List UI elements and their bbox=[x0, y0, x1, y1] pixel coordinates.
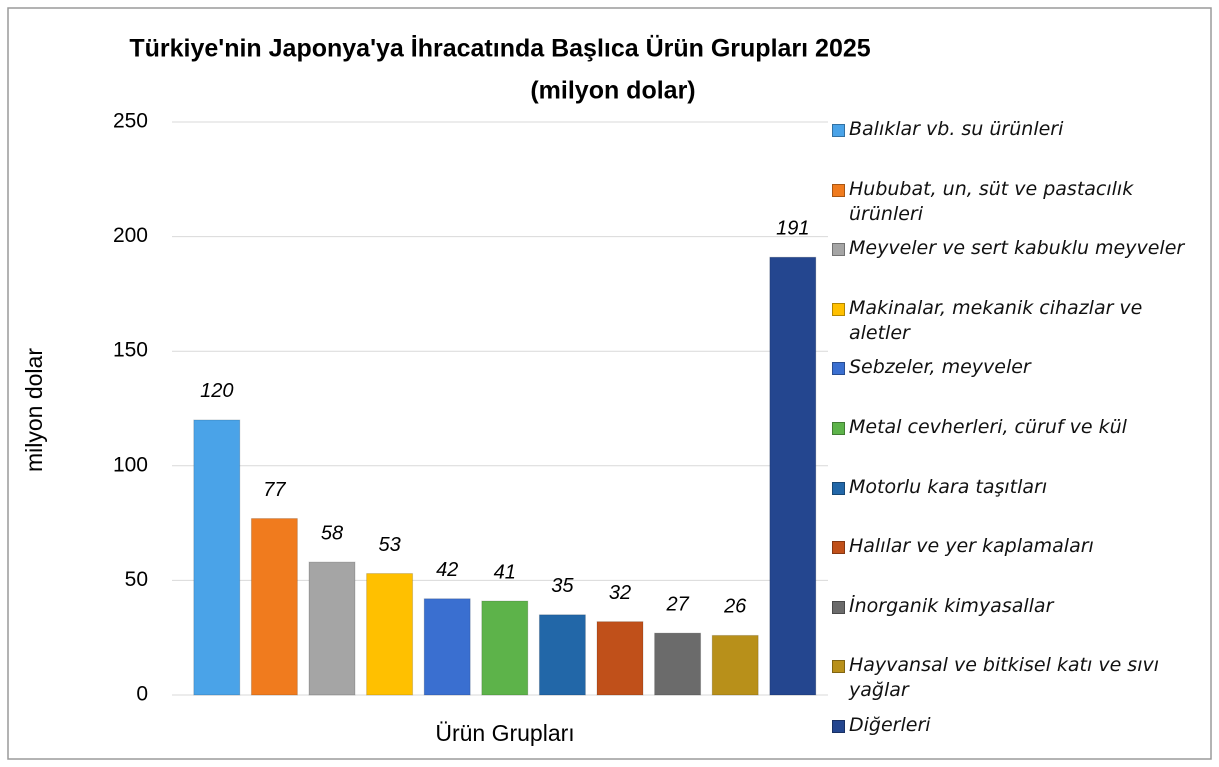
legend-label: Hayvansal ve bitkisel katı ve sıvı yağla… bbox=[849, 654, 1160, 702]
legend-swatch bbox=[832, 422, 845, 435]
bar bbox=[596, 621, 644, 696]
data-label: 120 bbox=[200, 380, 233, 402]
data-label: 42 bbox=[436, 559, 458, 581]
chart-subtitle: (milyon dolar) bbox=[530, 77, 695, 105]
legend-item: Balıklar vb. su ürünleri bbox=[832, 117, 1207, 142]
bar bbox=[193, 419, 241, 696]
legend-swatch bbox=[832, 183, 845, 197]
legend-label: Balıklar vb. su ürünleri bbox=[849, 118, 1064, 140]
legend-item: İnorganik kimyasallar bbox=[832, 594, 1207, 619]
legend-label: Meyveler ve sert kabuklu meyveler bbox=[849, 237, 1185, 260]
legend-label: Diğerleri bbox=[849, 714, 931, 736]
legend-swatch bbox=[832, 720, 845, 733]
data-label: 41 bbox=[494, 561, 516, 583]
bar bbox=[308, 561, 356, 696]
bar bbox=[711, 634, 759, 696]
data-label: 32 bbox=[609, 582, 631, 604]
bar bbox=[654, 632, 702, 696]
legend-swatch bbox=[832, 600, 845, 614]
legend-swatch bbox=[832, 302, 845, 316]
data-label: 191 bbox=[776, 218, 809, 240]
y-tick-label: 150 bbox=[113, 339, 148, 362]
chart-title: Türkiye'nin Japonya'ya İhracatında Başlı… bbox=[129, 34, 870, 63]
bar bbox=[250, 518, 298, 696]
legend-swatch bbox=[832, 541, 845, 555]
data-label: 77 bbox=[263, 479, 286, 501]
legend-label: Sebzeler, meyveler bbox=[849, 356, 1031, 379]
legend-item: Hububat, un, süt ve pastacılık ürünleri bbox=[832, 177, 1207, 227]
bar bbox=[423, 598, 471, 696]
y-tick-label: 100 bbox=[113, 453, 148, 476]
legend-swatch bbox=[832, 660, 845, 674]
legend-item: Halılar ve yer kaplamaları bbox=[832, 534, 1207, 559]
legend-swatch bbox=[832, 362, 845, 376]
y-tick-label: 250 bbox=[113, 110, 148, 133]
data-label: 26 bbox=[723, 596, 747, 618]
legend-swatch bbox=[832, 243, 845, 257]
data-label: 53 bbox=[378, 534, 400, 556]
y-tick-label: 50 bbox=[125, 568, 148, 591]
bar bbox=[769, 256, 817, 696]
legend-label: Halılar ve yer kaplamaları bbox=[849, 535, 1094, 558]
legend-item: Diğerleri bbox=[832, 713, 1207, 738]
legend-label: Motorlu kara taşıtları bbox=[849, 475, 1048, 498]
y-tick-label: 200 bbox=[113, 224, 148, 247]
x-axis-label: Ürün Grupları bbox=[435, 720, 574, 746]
legend-label: Metal cevherleri, cüruf ve kül bbox=[849, 416, 1127, 438]
legend-label: İnorganik kimyasallar bbox=[849, 594, 1054, 617]
data-label: 35 bbox=[551, 575, 574, 597]
y-tick-label: 0 bbox=[136, 683, 148, 706]
legend-item: Hayvansal ve bitkisel katı ve sıvı yağla… bbox=[832, 653, 1207, 703]
legend-label: Hububat, un, süt ve pastacılık ürünleri bbox=[849, 177, 1134, 225]
data-label: 58 bbox=[321, 522, 343, 544]
legend-item: Meyveler ve sert kabuklu meyveler bbox=[832, 236, 1207, 261]
bar bbox=[366, 573, 414, 696]
legend-swatch bbox=[832, 124, 845, 137]
legend-swatch bbox=[832, 481, 845, 495]
legend-item: Motorlu kara taşıtları bbox=[832, 475, 1207, 500]
data-label: 27 bbox=[665, 593, 689, 615]
y-axis-label: milyon dolar bbox=[21, 348, 47, 472]
bar bbox=[481, 600, 529, 696]
legend-item: Sebzeler, meyveler bbox=[832, 355, 1207, 380]
bar bbox=[538, 614, 586, 696]
legend-label: Makinalar, mekanik cihazlar ve aletler bbox=[849, 296, 1143, 344]
legend-item: Metal cevherleri, cüruf ve kül bbox=[832, 415, 1207, 440]
legend-item: Makinalar, mekanik cihazlar ve aletler bbox=[832, 296, 1207, 346]
